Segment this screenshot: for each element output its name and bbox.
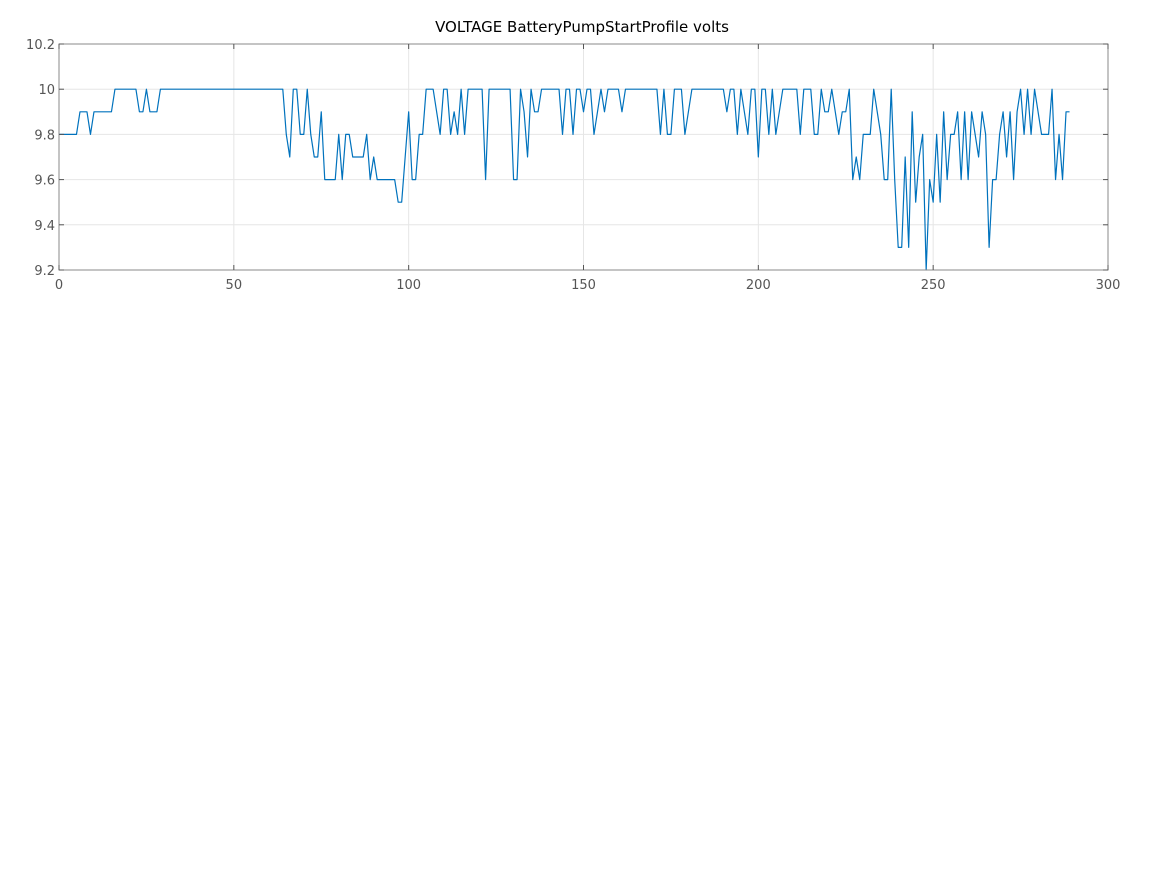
chart-title: VOLTAGE BatteryPumpStartProfile volts — [435, 18, 729, 36]
y-tick-label: 9.4 — [34, 219, 55, 234]
x-tick-label: 300 — [1096, 278, 1121, 293]
y-tick-label: 9.2 — [34, 264, 55, 279]
y-axis-tick-labels: 9.2 9.4 9.6 9.8 10 10.2 — [26, 38, 55, 279]
y-tick-label: 10.2 — [26, 38, 55, 53]
series-line-voltage — [59, 88, 1070, 271]
y-tick-label: 10 — [38, 83, 55, 98]
axis-ticks — [58, 43, 1109, 271]
gridlines — [58, 43, 1109, 271]
y-tick-label: 9.6 — [34, 174, 55, 189]
x-tick-label: 150 — [571, 278, 596, 293]
series-group — [59, 88, 1070, 271]
x-tick-label: 100 — [396, 278, 421, 293]
x-tick-label: 250 — [921, 278, 946, 293]
x-tick-label: 50 — [226, 278, 243, 293]
x-tick-label: 200 — [746, 278, 771, 293]
y-tick-label: 9.8 — [34, 128, 55, 143]
x-axis-tick-labels: 0 50 100 150 200 250 300 — [55, 278, 1121, 293]
x-tick-label: 0 — [55, 278, 63, 293]
